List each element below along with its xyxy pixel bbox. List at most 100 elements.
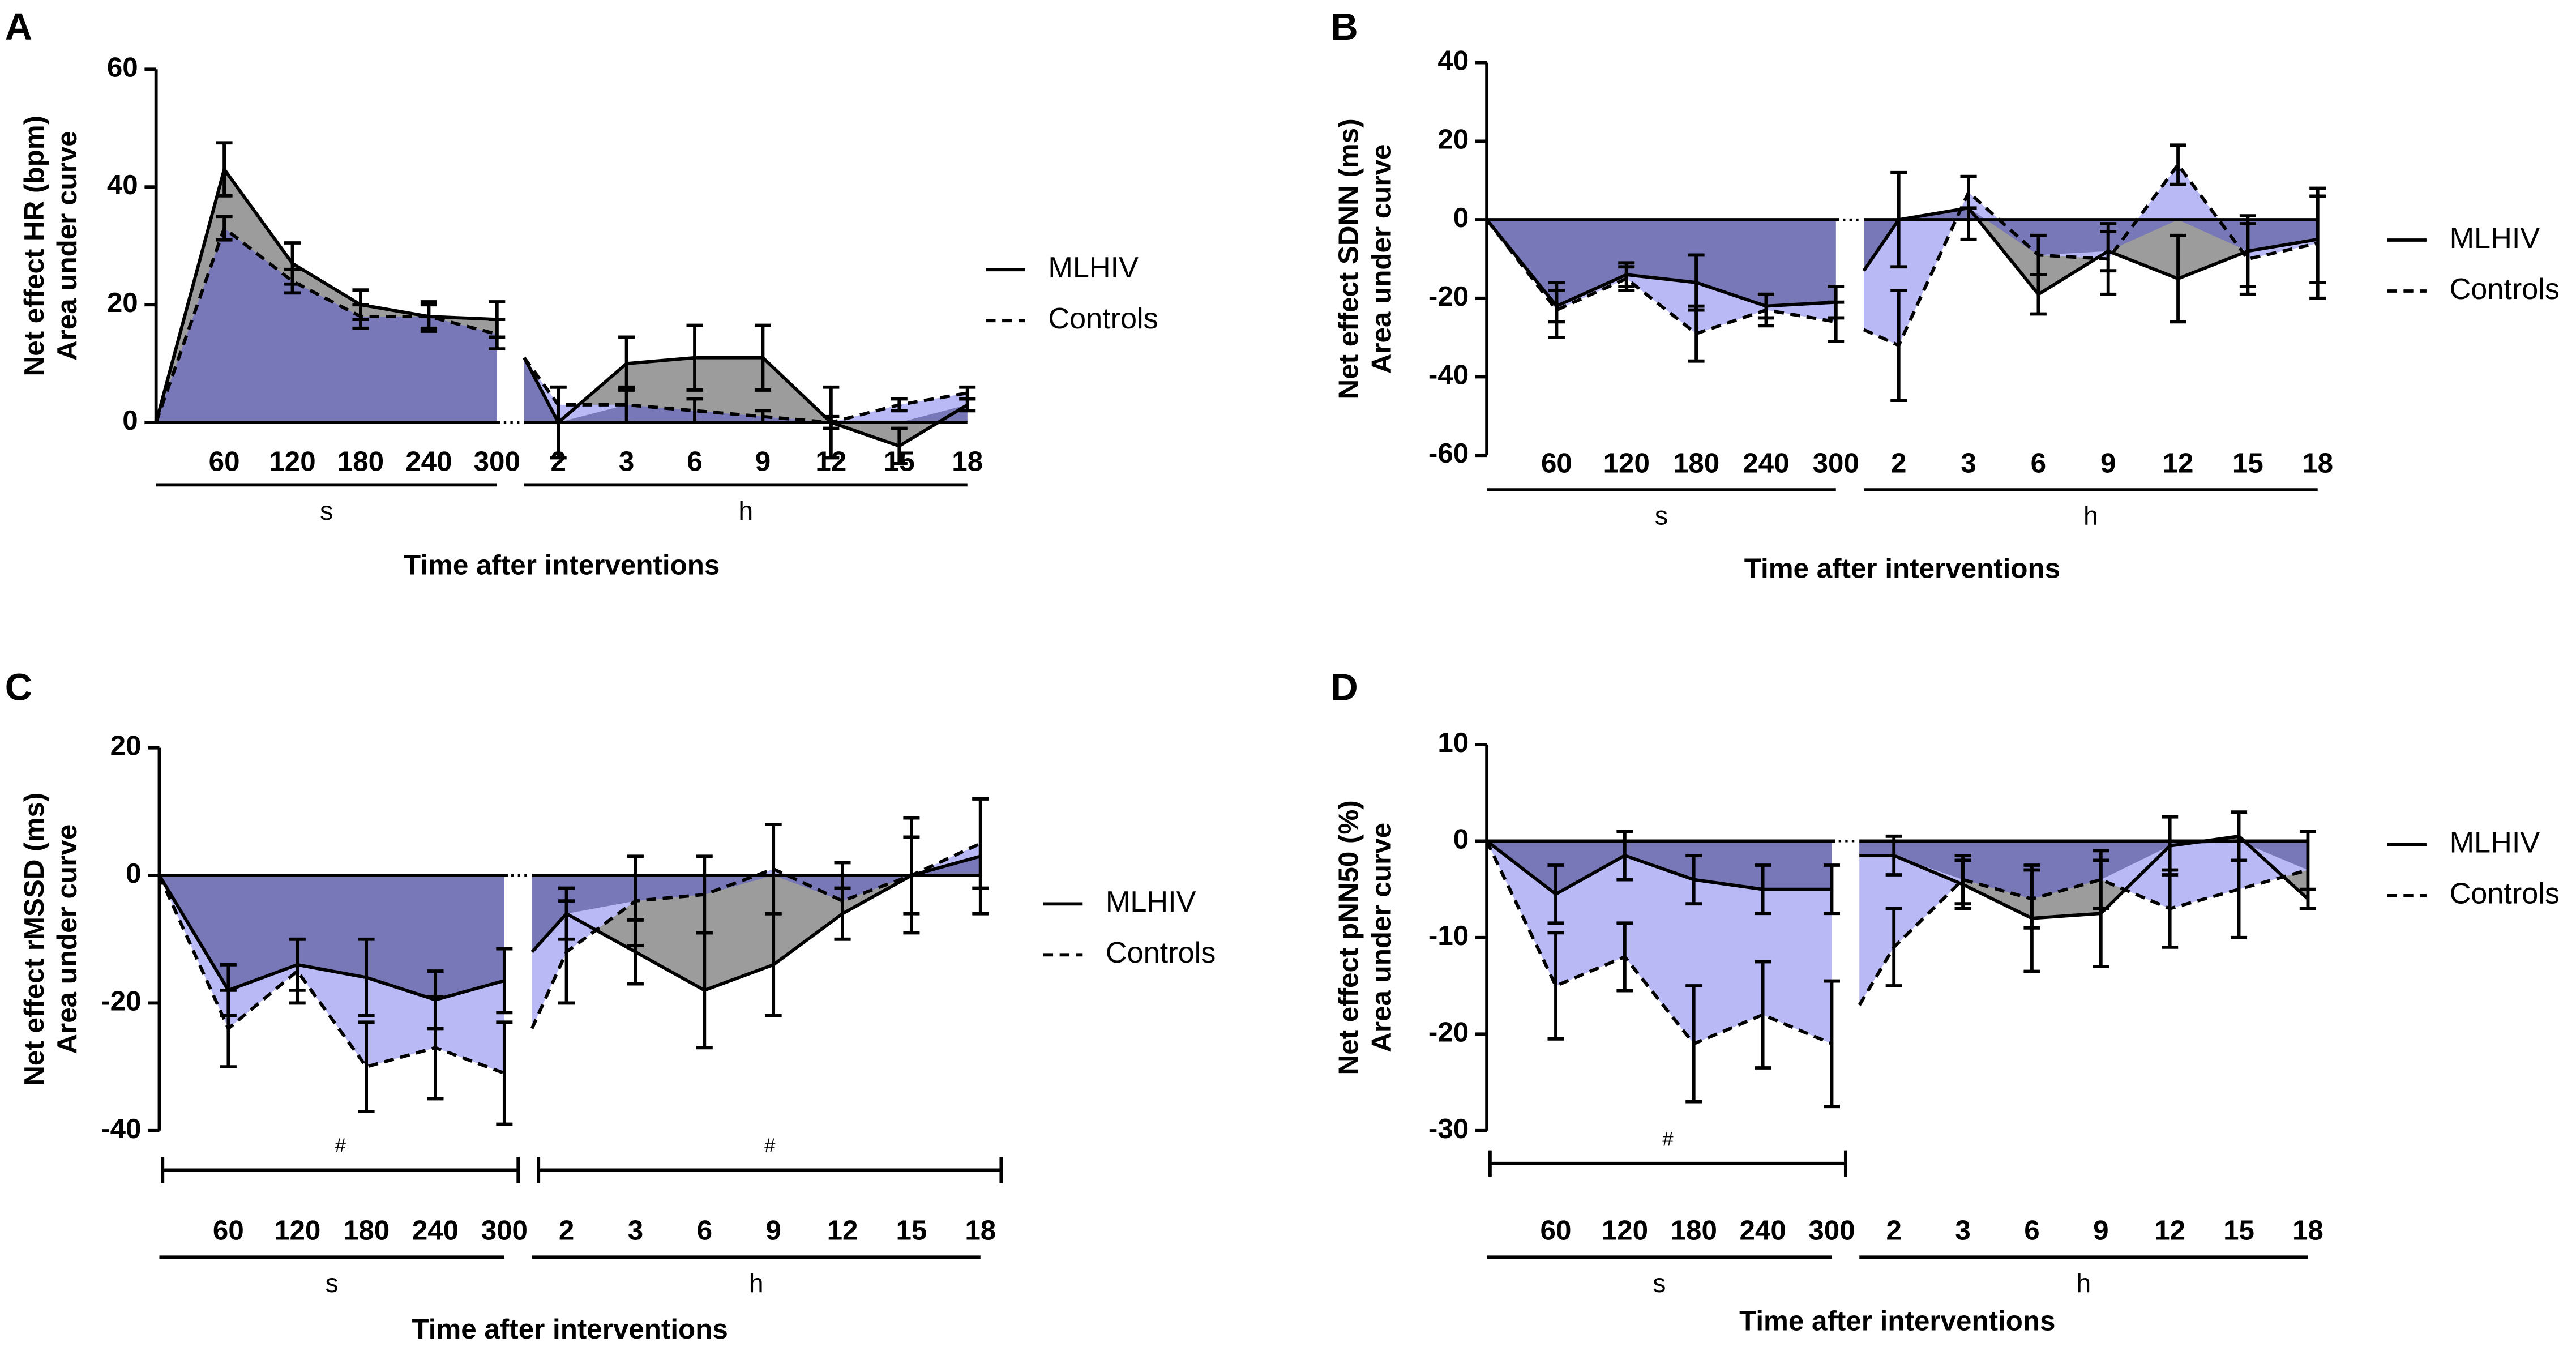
series-line (1859, 834, 2309, 920)
series-line (530, 854, 981, 993)
error-bar (216, 141, 233, 198)
x-tick-label: 6 (697, 1215, 712, 1246)
overlap-area (1487, 841, 1832, 895)
error-bar (1960, 174, 1977, 210)
y-tick-label: 40 (107, 169, 138, 200)
series-line (1863, 162, 2318, 348)
x-tick-label: 180 (1671, 1215, 1717, 1246)
x-tick-label: 240 (412, 1215, 459, 1246)
x-axis-title: Time after interventions (404, 550, 720, 581)
significance-mark: # (764, 1135, 776, 1157)
y-axis-title: Area under curve (52, 824, 83, 1054)
x-tick-label: 18 (965, 1215, 996, 1246)
error-bar (627, 854, 644, 947)
x-axis-title: Time after interventions (1739, 1305, 2055, 1336)
series-line (157, 874, 505, 1002)
error-bar (1688, 304, 1705, 363)
x-tick-label: 12 (2163, 448, 2194, 479)
series-line (1485, 219, 1837, 336)
y-axis-title: Net effect HR (bpm) (19, 116, 50, 376)
y-axis-title: Net effect pNN50 (%) (1333, 800, 1364, 1075)
y-tick-label: -20 (101, 985, 141, 1016)
x-tick-label: 300 (1813, 448, 1859, 479)
series-line (157, 874, 505, 1075)
error-bar (2170, 233, 2186, 324)
error-bar (1823, 863, 1840, 916)
x-tick-label: 120 (269, 446, 315, 477)
group-label: s (326, 1268, 339, 1298)
error-bar (1890, 170, 1907, 269)
error-bar (754, 409, 771, 425)
x-axis-title: Time after interventions (412, 1314, 728, 1345)
x-tick-label: 120 (1602, 1215, 1648, 1246)
x-tick-label: 120 (1603, 448, 1650, 479)
x-tick-label: 2 (1886, 1215, 1901, 1246)
error-bar (2231, 839, 2248, 939)
x-tick-label: 18 (952, 446, 983, 477)
group-label: h (2083, 501, 2098, 531)
x-tick-label: 60 (213, 1215, 244, 1246)
error-bar (765, 823, 782, 916)
series-line (1485, 219, 1836, 309)
error-bar (1885, 834, 1902, 877)
x-tick-label: 240 (1739, 1215, 1786, 1246)
x-tick-label: 9 (755, 446, 771, 477)
x-tick-label: 3 (1955, 1215, 1970, 1246)
x-tick-label: 12 (2154, 1215, 2185, 1246)
y-axis-title: Net effect SDNN (ms) (1333, 118, 1364, 399)
panel-label: B (1330, 6, 1358, 48)
series-line (523, 357, 968, 425)
significance-bracket (161, 1157, 520, 1183)
group-label: h (749, 1268, 764, 1298)
group-label: s (1653, 1268, 1666, 1298)
x-tick-label: 240 (405, 446, 452, 477)
x-tick-label: 60 (1541, 1215, 1572, 1246)
error-bar (959, 385, 976, 401)
y-tick-label: 0 (1453, 823, 1469, 854)
x-tick-label: 240 (1743, 448, 1789, 479)
error-bar (2309, 186, 2326, 300)
significance-mark: # (1662, 1128, 1674, 1150)
overlap-area (532, 856, 981, 952)
x-tick-label: 300 (1808, 1215, 1855, 1246)
x-tick-label: 12 (827, 1215, 858, 1246)
error-bar (891, 397, 908, 413)
error-bar (496, 1020, 513, 1126)
error-bar (754, 323, 771, 392)
x-tick-label: 60 (1541, 448, 1572, 479)
overlap-area (1864, 208, 2318, 271)
legend-label: MLHIV (2450, 222, 2540, 255)
error-bar (358, 937, 375, 1017)
error-bar (1828, 300, 1845, 343)
y-tick-label: -40 (1428, 359, 1469, 390)
error-bar (891, 426, 908, 465)
overlap-area (1487, 220, 1836, 306)
x-tick-label: 300 (474, 446, 520, 477)
group-label: h (2076, 1268, 2091, 1298)
significance-bracket (537, 1157, 1003, 1183)
error-bar (1755, 960, 1771, 1070)
x-tick-label: 180 (337, 446, 384, 477)
area (1487, 841, 1832, 1044)
error-bar (2239, 222, 2256, 296)
y-axis-title: Area under curve (52, 131, 83, 361)
series-line (1486, 840, 1832, 896)
y-tick-label: 10 (1437, 727, 1469, 758)
group-label: h (738, 496, 753, 525)
y-tick-label: -30 (1428, 1113, 1469, 1144)
y-tick-label: -40 (101, 1113, 141, 1144)
legend-label: MLHIV (1048, 251, 1139, 284)
error-bar (834, 861, 851, 941)
panel-label: D (1330, 667, 1358, 709)
overlap-area (156, 228, 497, 423)
error-bar (1548, 281, 1565, 340)
legend-label: MLHIV (1106, 886, 1196, 918)
error-bar (220, 988, 237, 1069)
x-tick-label: 15 (2223, 1215, 2254, 1246)
panel-label: C (5, 667, 32, 709)
x-tick-label: 18 (2292, 1215, 2323, 1246)
legend-label: Controls (2450, 273, 2560, 306)
error-bar (2023, 868, 2040, 930)
x-tick-label: 18 (2302, 448, 2333, 479)
x-tick-label: 3 (1961, 448, 1976, 479)
